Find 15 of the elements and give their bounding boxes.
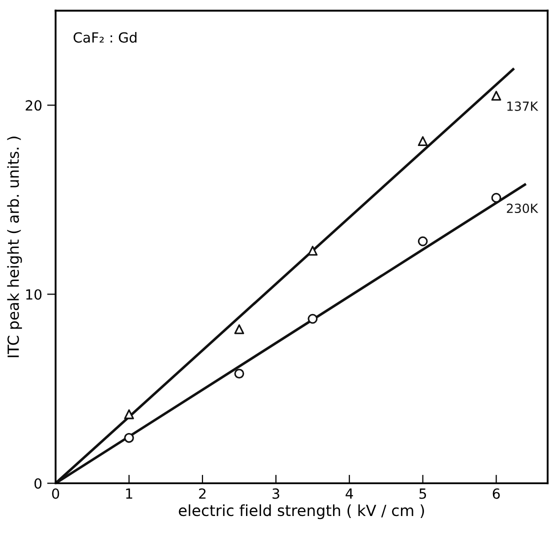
x-tick-label: 2 bbox=[199, 488, 206, 499]
x-tick-label: 5 bbox=[419, 488, 426, 499]
y-axis-title: ITC peak height ( arb. units. ) bbox=[7, 136, 22, 358]
x-tick-label: 4 bbox=[346, 488, 354, 499]
series-label: 230K bbox=[506, 204, 538, 214]
x-axis-title: electric field strength ( kV / cm ) bbox=[178, 504, 424, 520]
y-tick-label: 20 bbox=[26, 100, 42, 111]
x-tick-label: 3 bbox=[272, 488, 280, 499]
x-tick-label: 1 bbox=[126, 488, 132, 499]
annotation: CaF₂ : Gd bbox=[74, 32, 136, 43]
x-tick-label: 6 bbox=[492, 488, 500, 499]
y-tick-label: 0 bbox=[34, 478, 42, 489]
x-tick-label: 0 bbox=[52, 488, 60, 499]
series-label: 137K bbox=[507, 102, 538, 111]
y-tick-label: 10 bbox=[26, 289, 42, 300]
